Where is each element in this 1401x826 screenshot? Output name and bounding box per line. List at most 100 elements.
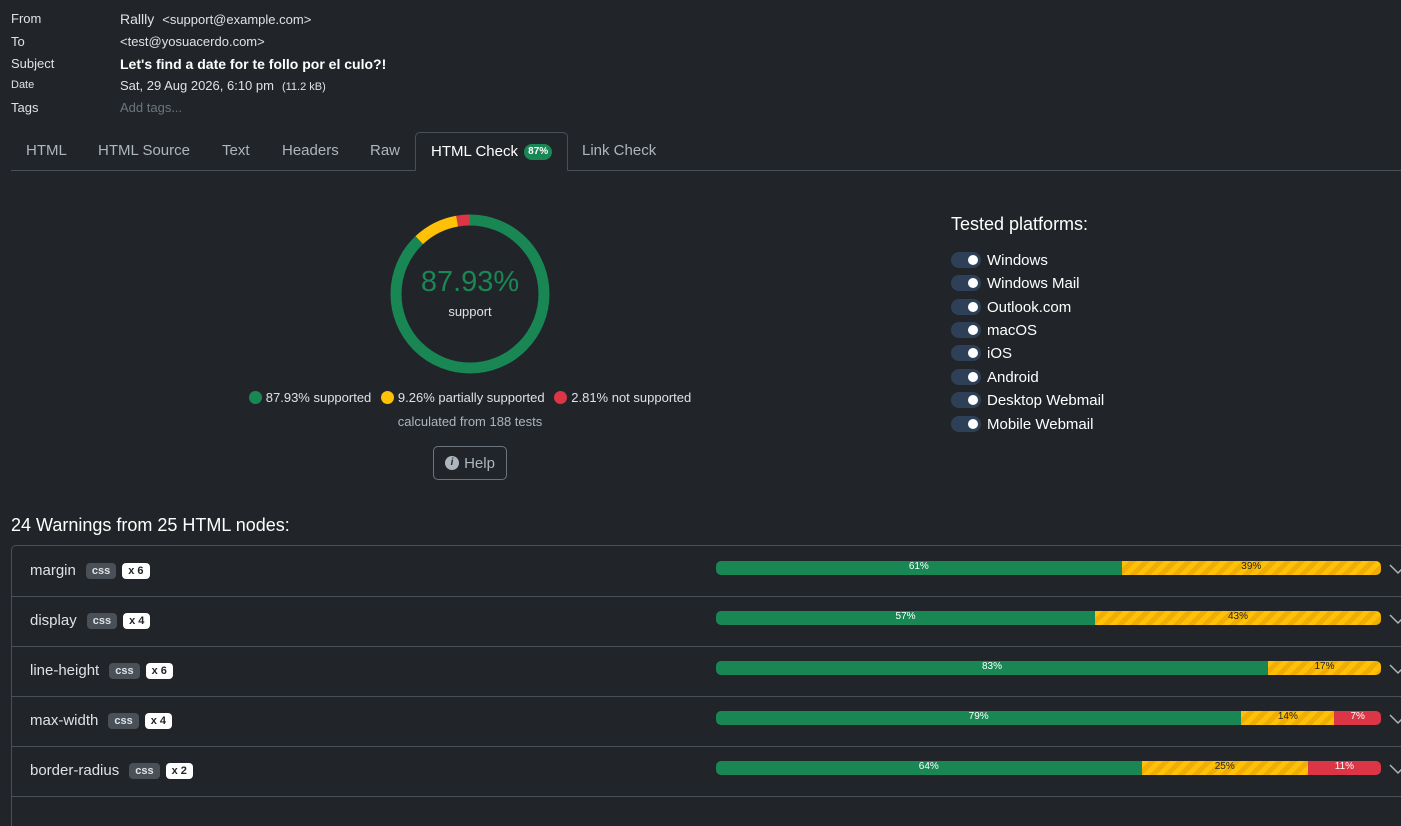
chevron-down-icon[interactable] [1388,658,1401,678]
toggle-switch-icon[interactable] [951,369,981,385]
support-bar-supported: 64% [716,761,1142,775]
toggle-switch-icon[interactable] [951,275,981,291]
toggle-switch-icon[interactable] [951,392,981,408]
support-label: support [448,304,492,319]
donut-segment-unsupported [390,214,550,374]
support-bar: 83% 17% [716,661,1381,675]
warning-row[interactable]: display css x 4 57% 43% [12,596,1401,647]
warning-count-badge: x 4 [144,713,173,729]
toggle-switch-icon[interactable] [951,345,981,361]
toggle-switch-icon[interactable] [951,322,981,338]
support-bar-unsupported: 7% [1334,711,1381,725]
to-label: To [11,34,25,49]
tab-link-check[interactable]: Link Check [582,142,657,159]
support-percentage: 87.93% [420,266,520,298]
from-value: Rallly <support@example.com> [120,11,311,27]
warning-name: max-width css x 4 [30,712,173,729]
warnings-title: 24 Warnings from 25 HTML nodes: [11,515,290,535]
tags-label: Tags [11,100,39,115]
platform-mobile-webmail[interactable]: Mobile Webmail [951,414,1093,434]
calculated-note: calculated from 188 tests [397,414,543,429]
platform-label: Outlook.com [987,298,1072,316]
warning-row[interactable]: max-width css x 4 79% 14% 7% [12,696,1401,747]
support-bar-unsupported: 11% [1307,761,1381,775]
warning-name-text: display [30,612,77,629]
warning-name: border-radius css x 2 [30,762,193,779]
info-icon: i [445,456,460,470]
platform-macos[interactable]: macOS [951,320,1037,340]
tab-html-check[interactable]: HTML Check 87% [415,132,569,171]
tab-text[interactable]: Text [222,142,250,159]
chevron-down-icon[interactable] [1388,708,1401,728]
help-button[interactable]: i Help [433,446,507,480]
from-address: <support@example.com> [162,12,312,27]
platform-label: Desktop Webmail [987,391,1105,409]
platform-ios[interactable]: iOS [951,343,1012,363]
support-bar-supported: 61% [716,561,1122,575]
warning-name-text: border-radius [30,762,120,779]
support-bar-supported: 79% [716,711,1242,725]
html-check-score-badge: 87% [524,144,553,161]
platform-desktop-webmail[interactable]: Desktop Webmail [951,390,1104,410]
tab-headers[interactable]: Headers [282,142,339,159]
subject-label: Subject [11,56,55,71]
support-donut-chart [390,214,550,374]
warning-type-badge: css [85,563,117,579]
warning-row[interactable]: margin css x 6 61% 39% [12,546,1401,597]
date-label: Date [11,79,35,91]
platform-android[interactable]: Android [951,367,1039,387]
chevron-down-icon[interactable] [1388,558,1401,578]
to-address: <test@yosuacerdo.com> [120,34,265,49]
unsupported-dot-icon [554,391,568,404]
warning-name: display css x 4 [30,612,151,629]
warning-count-badge: x 4 [123,613,151,629]
platform-windows[interactable]: Windows [951,250,1048,270]
platform-label: Windows Mail [987,274,1080,292]
warning-name-text: line-height [30,662,100,679]
message-size: (11.2 kB) [281,81,326,93]
support-bar-partial: 17% [1267,661,1381,675]
support-bar-partial: 25% [1141,761,1308,775]
date-value: Sat, 29 Aug 2026, 6:10 pm (11.2 kB) [120,78,326,93]
toggle-switch-icon[interactable] [951,416,981,432]
legend-partial-text: 9.26% partially supported [397,390,545,405]
warning-count-badge: x 6 [122,563,150,579]
chevron-down-icon[interactable] [1388,608,1401,628]
tab-html-source[interactable]: HTML Source [98,142,190,159]
platform-label: Mobile Webmail [987,415,1094,433]
support-bar-partial: 43% [1095,611,1381,625]
toggle-switch-icon[interactable] [951,299,981,315]
platform-label: macOS [987,321,1038,339]
support-legend: 87.93% supported 9.26% partially support… [0,390,940,407]
warning-type-badge: css [109,663,140,679]
support-bar-supported: 57% [716,611,1096,625]
support-bar: 57% 43% [716,611,1381,625]
tab-html[interactable]: HTML [26,142,67,159]
from-label: From [11,11,42,26]
platform-windows-mail[interactable]: Windows Mail [951,273,1080,293]
support-bar-supported: 83% [716,661,1268,675]
toggle-switch-icon[interactable] [951,252,981,268]
warning-name: margin css x 6 [30,562,150,579]
support-bar: 64% 25% 11% [716,761,1381,775]
legend-unsupported-text: 2.81% not supported [571,390,692,405]
support-bar: 79% 14% 7% [716,711,1381,725]
platform-outlook-com[interactable]: Outlook.com [951,297,1071,317]
warning-count-badge: x 2 [165,763,193,779]
legend-unsupported: 2.81% not supported [554,390,691,405]
warning-count-badge: x 6 [145,663,173,679]
warning-name: line-height css x 6 [30,662,173,679]
legend-supported: 87.93% supported [248,390,371,405]
help-button-label: Help [464,454,495,472]
tab-raw[interactable]: Raw [370,142,401,159]
from-name: Rallly [120,11,155,27]
tags-input[interactable]: Add tags... [120,100,183,115]
warning-row[interactable]: border-radius css x 2 64% 25% 11% [12,746,1401,797]
warning-row[interactable]: line-height css x 6 83% 17% [12,646,1401,697]
chevron-down-icon[interactable] [1388,758,1401,778]
platform-label: Android [987,368,1039,386]
subject-value: Let's find a date for te follo por el cu… [120,56,387,72]
warning-type-badge: css [86,613,118,629]
view-tabs: HTML HTML Source Text Headers Raw HTML C… [11,132,1401,171]
warning-type-badge: css [129,763,160,779]
